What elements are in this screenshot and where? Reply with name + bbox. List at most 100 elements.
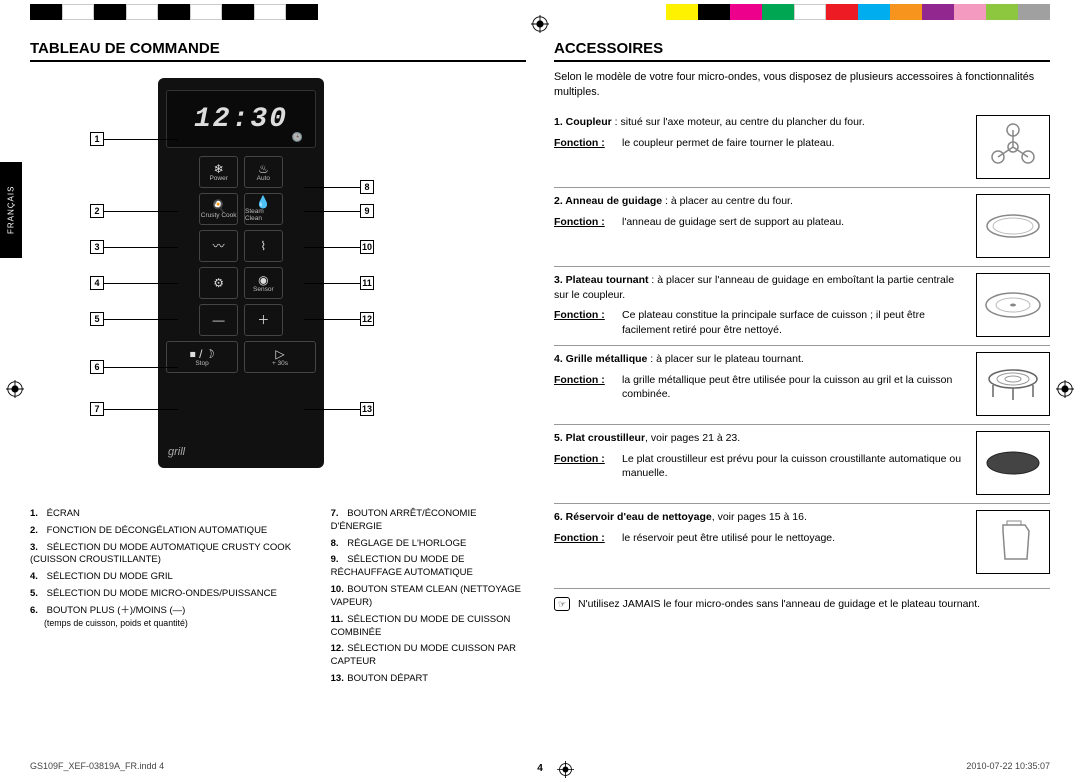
callout-10: 10 bbox=[360, 240, 374, 254]
panel-button-label: + 30s bbox=[272, 360, 288, 367]
swatch bbox=[1018, 4, 1050, 20]
callout-7: 7 bbox=[90, 402, 104, 416]
function-text: Le plat croustilleur est prévu pour la c… bbox=[622, 452, 966, 481]
accessory-item: 6. Réservoir d'eau de nettoyage, voir pa… bbox=[554, 503, 1050, 582]
panel-button-icon: ❄ bbox=[214, 163, 224, 175]
function-text: le coupleur permet de faire tourner le p… bbox=[622, 136, 966, 150]
legend-item: 10. BOUTON STEAM CLEAN (NETTOYAGE VAPEUR… bbox=[331, 584, 526, 610]
panel-button-icon: ◉ bbox=[258, 274, 268, 286]
legend-number: 5. bbox=[30, 588, 44, 601]
swatch bbox=[666, 4, 698, 20]
panel-button: ❄Power bbox=[199, 156, 238, 188]
legend-item: 12. SÉLECTION DU MODE CUISSON PAR CAPTEU… bbox=[331, 643, 526, 669]
callout-6: 6 bbox=[90, 360, 104, 374]
legend-item: 9. SÉLECTION DU MODE DE RÉCHAUFFAGE AUTO… bbox=[331, 554, 526, 580]
legend-number: 4. bbox=[30, 571, 44, 584]
language-tab: FRANÇAIS bbox=[0, 162, 22, 258]
swatch bbox=[922, 4, 954, 20]
panel-button: ＋ bbox=[244, 304, 283, 336]
accessories-intro: Selon le modèle de votre four micro-onde… bbox=[554, 70, 1050, 99]
callout-13: 13 bbox=[360, 402, 374, 416]
registration-bottom-icon bbox=[557, 761, 574, 778]
legend-item: 6. BOUTON PLUS (＋)/MOINS (—)(temps de cu… bbox=[30, 605, 307, 630]
leader-line bbox=[104, 283, 178, 284]
footer-timestamp: 2010-07-22 10:35:07 bbox=[966, 761, 1050, 778]
legend-number: 10. bbox=[331, 584, 345, 597]
callout-5: 5 bbox=[90, 312, 104, 326]
legend-number: 11. bbox=[331, 614, 345, 627]
legend-text: BOUTON STEAM CLEAN (NETTOYAGE VAPEUR) bbox=[331, 584, 521, 608]
swatch bbox=[94, 4, 126, 20]
function-text: l'anneau de guidage sert de support au p… bbox=[622, 215, 966, 229]
function-label: Fonction : bbox=[554, 215, 612, 229]
legend-number: 12. bbox=[331, 643, 345, 656]
swatch bbox=[254, 4, 286, 20]
legend-item: 8. RÉGLAGE DE L'HORLOGE bbox=[331, 538, 526, 551]
legend-item: 3. SÉLECTION DU MODE AUTOMATIQUE CRUSTY … bbox=[30, 542, 307, 568]
leader-line bbox=[304, 247, 360, 248]
swatch bbox=[826, 4, 858, 20]
panel-button: 💧Steam Clean bbox=[244, 193, 283, 225]
legend-text: BOUTON ARRÊT/ÉCONOMIE D'ÉNERGIE bbox=[331, 508, 477, 532]
accessory-thumb bbox=[976, 115, 1050, 179]
legend-text: SÉLECTION DU MODE GRIL bbox=[47, 571, 173, 582]
callout-8: 8 bbox=[360, 180, 374, 194]
legend-number: 13. bbox=[331, 673, 345, 686]
section-title-control: TABLEAU DE COMMANDE bbox=[30, 40, 526, 62]
accessory-thumb bbox=[976, 273, 1050, 337]
function-text: le réservoir peut être utilisé pour le n… bbox=[622, 531, 966, 545]
swatch bbox=[126, 4, 158, 20]
legend-item: 1. ÉCRAN bbox=[30, 508, 307, 521]
legend-text: BOUTON PLUS (＋)/MOINS (—) bbox=[47, 605, 186, 616]
function-label: Fonction : bbox=[554, 373, 612, 402]
legend-text: ÉCRAN bbox=[47, 508, 80, 519]
registration-right-icon bbox=[1056, 380, 1074, 398]
swatch bbox=[730, 4, 762, 20]
callout-12: 12 bbox=[360, 312, 374, 326]
accessory-head: 2. Anneau de guidage : à placer au centr… bbox=[554, 194, 966, 208]
panel-button-icon: — bbox=[213, 314, 225, 326]
clock-icon: 🕒 bbox=[292, 133, 305, 143]
swatch bbox=[190, 4, 222, 20]
leader-line bbox=[104, 409, 178, 410]
panel-button-icon: ⚙ bbox=[213, 277, 224, 289]
leader-line bbox=[104, 367, 178, 368]
panel-button: 〰 bbox=[199, 230, 238, 262]
panel-button-icon: ＋ bbox=[257, 314, 269, 326]
leader-line bbox=[304, 319, 360, 320]
legend-text: SÉLECTION DU MODE AUTOMATIQUE CRUSTY COO… bbox=[30, 542, 291, 566]
col-control-panel: TABLEAU DE COMMANDE FRANÇAIS 12:30 🕒 ❄Po… bbox=[30, 40, 526, 752]
panel-button: ◉Sensor bbox=[244, 267, 283, 299]
legend-subtext: (temps de cuisson, poids et quantité) bbox=[30, 618, 307, 630]
accessory-head: 6. Réservoir d'eau de nettoyage, voir pa… bbox=[554, 510, 966, 524]
legend-col-right: 7. BOUTON ARRÊT/ÉCONOMIE D'ÉNERGIE8. RÉG… bbox=[331, 508, 526, 690]
panel-button: 🍳Crusty Cook bbox=[199, 193, 238, 225]
swatch bbox=[762, 4, 794, 20]
footer-file: GS109F_XEF-03819A_FR.indd 4 bbox=[30, 761, 164, 778]
panel-button-icon: ⏹ / ☽ bbox=[190, 348, 214, 360]
accessory-thumb bbox=[976, 194, 1050, 258]
legend-number: 1. bbox=[30, 508, 44, 521]
panel-button-label: Stop bbox=[195, 360, 208, 367]
registration-left-icon bbox=[6, 380, 24, 398]
callout-3: 3 bbox=[90, 240, 104, 254]
leader-line bbox=[304, 283, 360, 284]
hand-icon: ☞ bbox=[554, 597, 570, 611]
legend-text: BOUTON DÉPART bbox=[347, 673, 428, 684]
panel-button-icon: ▷ bbox=[275, 348, 284, 360]
function-text: Ce plateau constitue la principale surfa… bbox=[622, 308, 966, 337]
function-text: la grille métallique peut être utilisée … bbox=[622, 373, 966, 402]
legend-number: 3. bbox=[30, 542, 44, 555]
warning-text: N'utilisez JAMAIS le four micro-ondes sa… bbox=[578, 597, 980, 611]
legend-text: SÉLECTION DU MODE CUISSON PAR CAPTEUR bbox=[331, 643, 516, 667]
panel-button-label: Auto bbox=[257, 175, 270, 182]
accessory-item: 3. Plateau tournant : à placer sur l'ann… bbox=[554, 266, 1050, 345]
accessory-head: 1. Coupleur : situé sur l'axe moteur, au… bbox=[554, 115, 966, 129]
accessory-item: 1. Coupleur : situé sur l'axe moteur, au… bbox=[554, 109, 1050, 187]
function-label: Fonction : bbox=[554, 308, 612, 337]
callout-11: 11 bbox=[360, 276, 374, 290]
legend-item: 13. BOUTON DÉPART bbox=[331, 673, 526, 686]
swatch bbox=[954, 4, 986, 20]
panel-button-label: Power bbox=[209, 175, 227, 182]
swatch bbox=[986, 4, 1018, 20]
